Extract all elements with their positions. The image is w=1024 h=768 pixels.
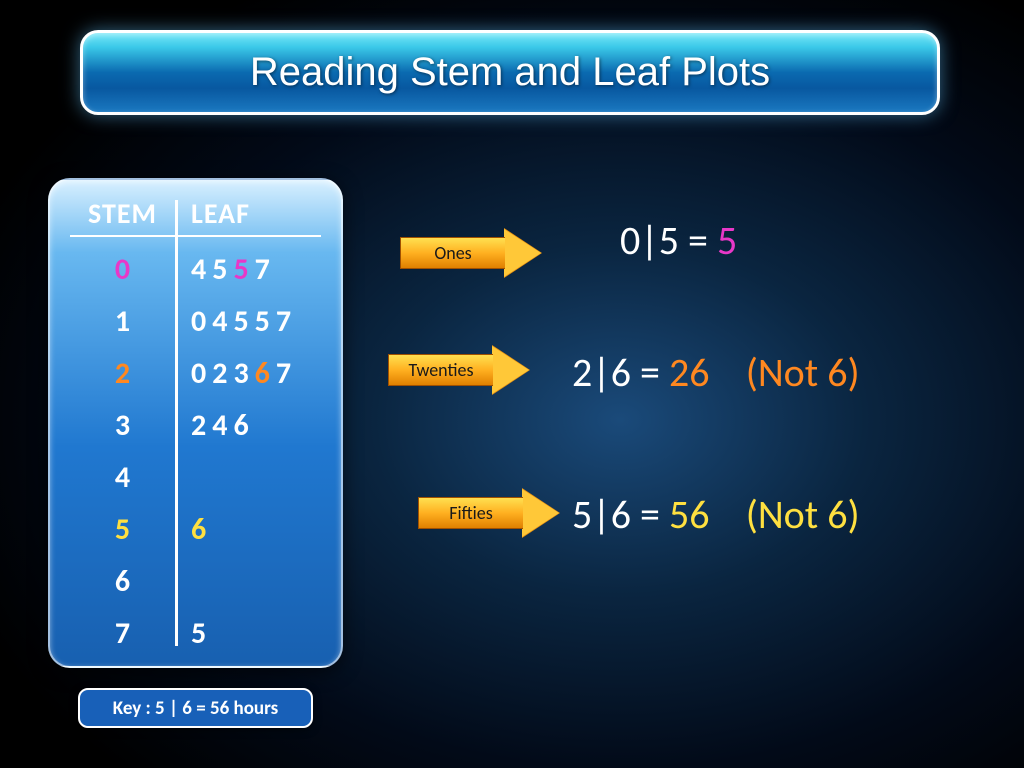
leaf-value: 6 <box>255 355 276 392</box>
arrow-twenties: Twenties <box>388 345 538 395</box>
header-stem: STEM <box>70 196 175 231</box>
stem-cell: 3 <box>70 407 175 444</box>
leaf-cell: 5 <box>175 615 321 652</box>
arrow-ones: Ones <box>400 228 550 278</box>
explain-value: 26 <box>669 348 710 397</box>
explain-prefix: 0|5 = <box>620 216 717 265</box>
explain-gap <box>710 348 746 397</box>
explain-value: 56 <box>669 490 710 539</box>
table-row: 4 <box>70 451 321 503</box>
leaf-value: 6 <box>233 407 254 444</box>
table-row: 7 5 <box>70 607 321 659</box>
stem-cell: 4 <box>70 459 175 496</box>
leaf-value: 4 <box>212 407 233 444</box>
page-title: Reading Stem and Leaf Plots <box>250 50 770 95</box>
stem-cell: 6 <box>70 563 175 600</box>
leaf-cell: 04557 <box>175 303 321 340</box>
leaf-value: 5 <box>233 303 254 340</box>
leaf-value: 6 <box>191 511 212 548</box>
leaf-value: 7 <box>276 355 297 392</box>
leaf-cell: 4557 <box>175 251 321 288</box>
horizontal-divider <box>70 235 321 237</box>
arrow-head-icon <box>504 228 542 278</box>
leaf-value: 7 <box>255 251 276 288</box>
stem-cell: 0 <box>70 251 175 288</box>
leaf-value: 0 <box>191 303 212 340</box>
vertical-divider <box>175 200 178 646</box>
leaf-value: 5 <box>233 251 254 288</box>
leaf-value: 7 <box>276 303 297 340</box>
table-row: 104557 <box>70 295 321 347</box>
explain-twenties: 2|6 = 26 (Not 6) <box>572 348 860 397</box>
leaf-value: 5 <box>191 615 212 652</box>
arrow-label-twenties: Twenties <box>388 354 493 386</box>
explain-prefix: 5|6 = <box>572 490 669 539</box>
leaf-value: 2 <box>191 407 212 444</box>
key-text: Key : 5 | 6 = 56 hours <box>113 697 278 720</box>
explain-ones: 0|5 = 5 <box>620 216 737 265</box>
explain-prefix: 2|6 = <box>572 348 669 397</box>
table-row: 3246 <box>70 399 321 451</box>
leaf-value: 3 <box>233 355 254 392</box>
table-row: 04557 <box>70 243 321 295</box>
table-header: STEM LEAF <box>70 196 321 231</box>
explain-fifties: 5|6 = 56 (Not 6) <box>572 490 860 539</box>
title-bar: Reading Stem and Leaf Plots <box>80 30 940 115</box>
stem-leaf-table: STEM LEAF 04557104557202367324645667 5 <box>48 178 343 668</box>
leaf-cell: 246 <box>175 407 321 444</box>
arrow-label-ones: Ones <box>400 237 505 269</box>
arrow-fifties: Fifties <box>418 488 568 538</box>
leaf-value: 4 <box>191 251 212 288</box>
stem-cell: 2 <box>70 355 175 392</box>
leaf-cell: 02367 <box>175 355 321 392</box>
leaf-value: 2 <box>212 355 233 392</box>
explain-note: (Not 6) <box>746 348 860 397</box>
arrow-label-fifties: Fifties <box>418 497 523 529</box>
arrow-head-icon <box>522 488 560 538</box>
table-row: 56 <box>70 503 321 555</box>
table-body: 04557104557202367324645667 5 <box>70 243 321 659</box>
table-row: 202367 <box>70 347 321 399</box>
leaf-value: 4 <box>212 303 233 340</box>
stem-cell: 1 <box>70 303 175 340</box>
leaf-cell: 6 <box>175 511 321 548</box>
leaf-value: 5 <box>255 303 276 340</box>
leaf-value: 0 <box>191 355 212 392</box>
key-box: Key : 5 | 6 = 56 hours <box>78 688 313 728</box>
explain-value: 5 <box>717 216 737 265</box>
arrow-head-icon <box>492 345 530 395</box>
header-leaf: LEAF <box>175 196 321 231</box>
leaf-value: 5 <box>212 251 233 288</box>
explain-gap <box>710 490 746 539</box>
stem-cell: 5 <box>70 511 175 548</box>
explain-note: (Not 6) <box>746 490 860 539</box>
stem-cell: 7 <box>70 615 175 652</box>
table-row: 6 <box>70 555 321 607</box>
